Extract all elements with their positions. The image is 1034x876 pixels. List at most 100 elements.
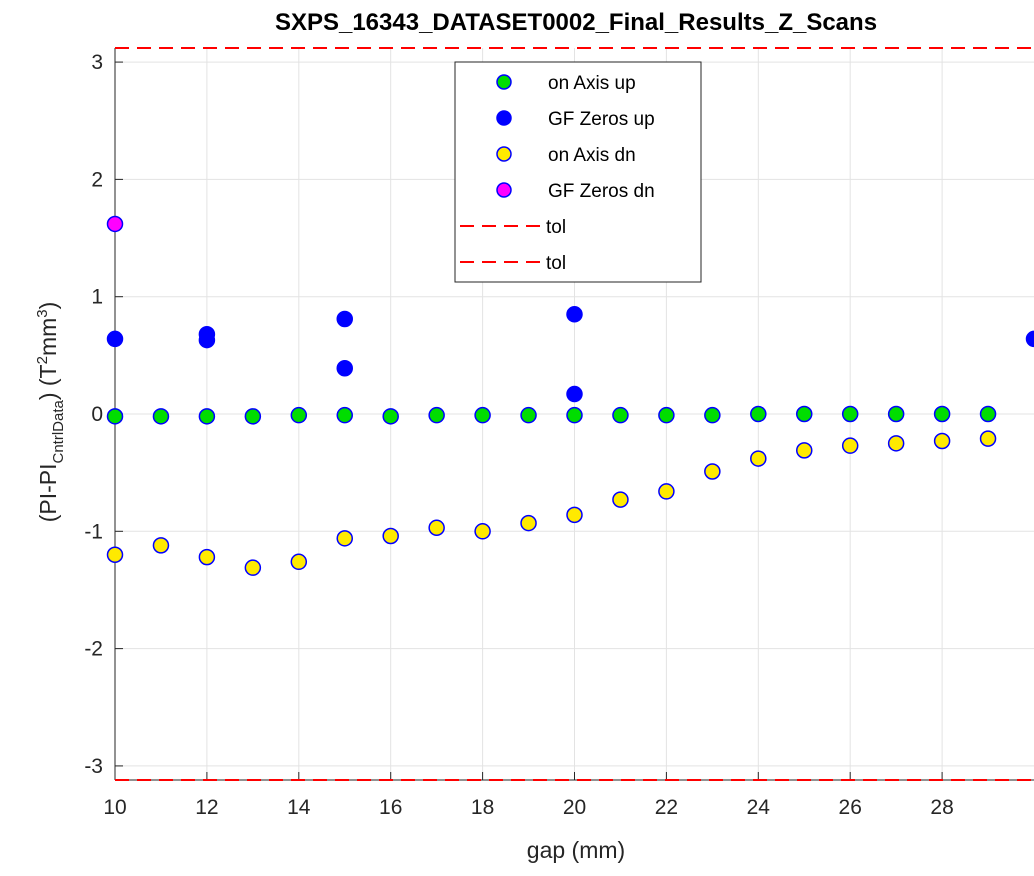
data-point	[290, 406, 308, 424]
legend-box	[454, 61, 702, 283]
y-axis-label: (PI-PICntrlData) (T2mm3)	[34, 302, 67, 523]
legend-marker	[496, 74, 512, 90]
data-point	[750, 405, 767, 423]
series-on-axis-dn	[106, 430, 997, 576]
data-point	[382, 408, 399, 425]
legend-marker	[496, 146, 512, 162]
x-tick-label: 16	[379, 796, 402, 819]
data-point	[152, 408, 170, 425]
legend-label: on Axis dn	[548, 145, 636, 166]
data-point	[566, 506, 583, 524]
x-tick-label: 22	[655, 796, 678, 819]
data-point	[474, 406, 491, 424]
data-point	[336, 310, 353, 328]
y-tick-label: 1	[91, 286, 103, 309]
data-point	[566, 306, 583, 323]
data-point	[198, 548, 216, 566]
data-point	[566, 385, 583, 403]
legend-entry: tol	[460, 253, 566, 274]
data-point	[106, 546, 124, 564]
data-point	[979, 430, 997, 447]
data-point	[612, 491, 629, 508]
y-tick-label: -3	[84, 755, 103, 778]
data-point	[704, 406, 721, 424]
x-tick-label: 26	[839, 796, 862, 819]
data-point	[658, 406, 675, 424]
y-axis-label-sup1: 2	[34, 356, 51, 364]
series-gf-zeros-up	[106, 306, 1034, 403]
x-tick-label: 12	[195, 796, 218, 819]
x-tick-label: 20	[563, 796, 586, 819]
data-point	[841, 405, 859, 423]
data-point	[658, 483, 675, 500]
data-point	[152, 537, 170, 554]
data-point	[428, 406, 445, 424]
data-point	[612, 406, 629, 424]
data-point	[1025, 330, 1034, 348]
data-point	[796, 442, 813, 459]
legend-entry: on Axis up	[496, 73, 636, 94]
data-points	[106, 215, 1034, 576]
data-point	[198, 408, 216, 425]
x-axis-label: gap (mm)	[527, 837, 625, 863]
legend-label: tol	[546, 217, 566, 238]
y-axis-label-unit: mm	[35, 318, 61, 356]
data-point	[566, 406, 583, 424]
series-gf-zeros-dn	[106, 215, 124, 233]
data-point	[336, 406, 353, 424]
data-point	[428, 519, 445, 537]
data-point	[106, 408, 124, 425]
legend-label: GF Zeros up	[548, 109, 655, 130]
data-point	[106, 215, 124, 233]
data-point	[933, 405, 951, 423]
y-axis-label-prefix: (PI-PI	[35, 464, 61, 523]
series-on-axis-up	[106, 405, 997, 425]
data-point	[520, 406, 537, 424]
legend-items: on Axis up GF Zeros up on Axis dn GF Zeros …	[460, 73, 655, 274]
data-point	[704, 463, 721, 480]
data-point	[290, 553, 308, 571]
legend-label: GF Zeros dn	[548, 181, 655, 202]
data-point	[887, 435, 905, 452]
data-point	[520, 514, 537, 532]
y-tick-label: -1	[84, 520, 103, 543]
data-point	[474, 523, 491, 540]
y-axis-label-middle: ) (T	[35, 364, 61, 400]
y-axis-label-suffix: )	[35, 302, 61, 310]
data-point	[106, 330, 124, 348]
data-point	[933, 432, 951, 450]
legend-marker	[496, 182, 512, 198]
legend-entry: GF Zeros up	[496, 109, 655, 130]
legend-label: on Axis up	[548, 73, 636, 94]
y-tick-label: -2	[84, 638, 103, 661]
x-tick-label: 24	[747, 796, 771, 819]
legend-marker	[496, 110, 512, 126]
data-point	[244, 408, 262, 425]
x-tick-label: 10	[103, 796, 126, 819]
data-point	[841, 437, 859, 454]
y-axis-label-subscript: CntrlData	[50, 400, 67, 464]
data-point	[382, 527, 399, 545]
legend-entry: tol	[460, 217, 566, 238]
legend: on Axis up GF Zeros up on Axis dn GF Zeros …	[454, 61, 702, 283]
data-point	[796, 405, 813, 423]
legend-label: tol	[546, 253, 566, 274]
data-point	[887, 405, 905, 423]
x-tick-label: 14	[287, 796, 311, 819]
data-point	[979, 405, 997, 423]
data-point	[244, 559, 262, 576]
chart-title: SXPS_16343_DATASET0002_Final_Results_Z_S…	[275, 9, 877, 36]
y-axis-label-sup2: 3	[34, 309, 51, 317]
data-point	[750, 450, 767, 467]
data-point	[336, 360, 353, 377]
y-tick-label: 2	[91, 168, 103, 191]
legend-entry: GF Zeros dn	[496, 181, 655, 202]
legend-entry: on Axis dn	[496, 145, 636, 166]
data-point	[198, 331, 216, 349]
y-tick-label: 0	[91, 403, 103, 426]
x-tick-label: 18	[471, 796, 494, 819]
x-tick-label: 28	[930, 796, 953, 819]
